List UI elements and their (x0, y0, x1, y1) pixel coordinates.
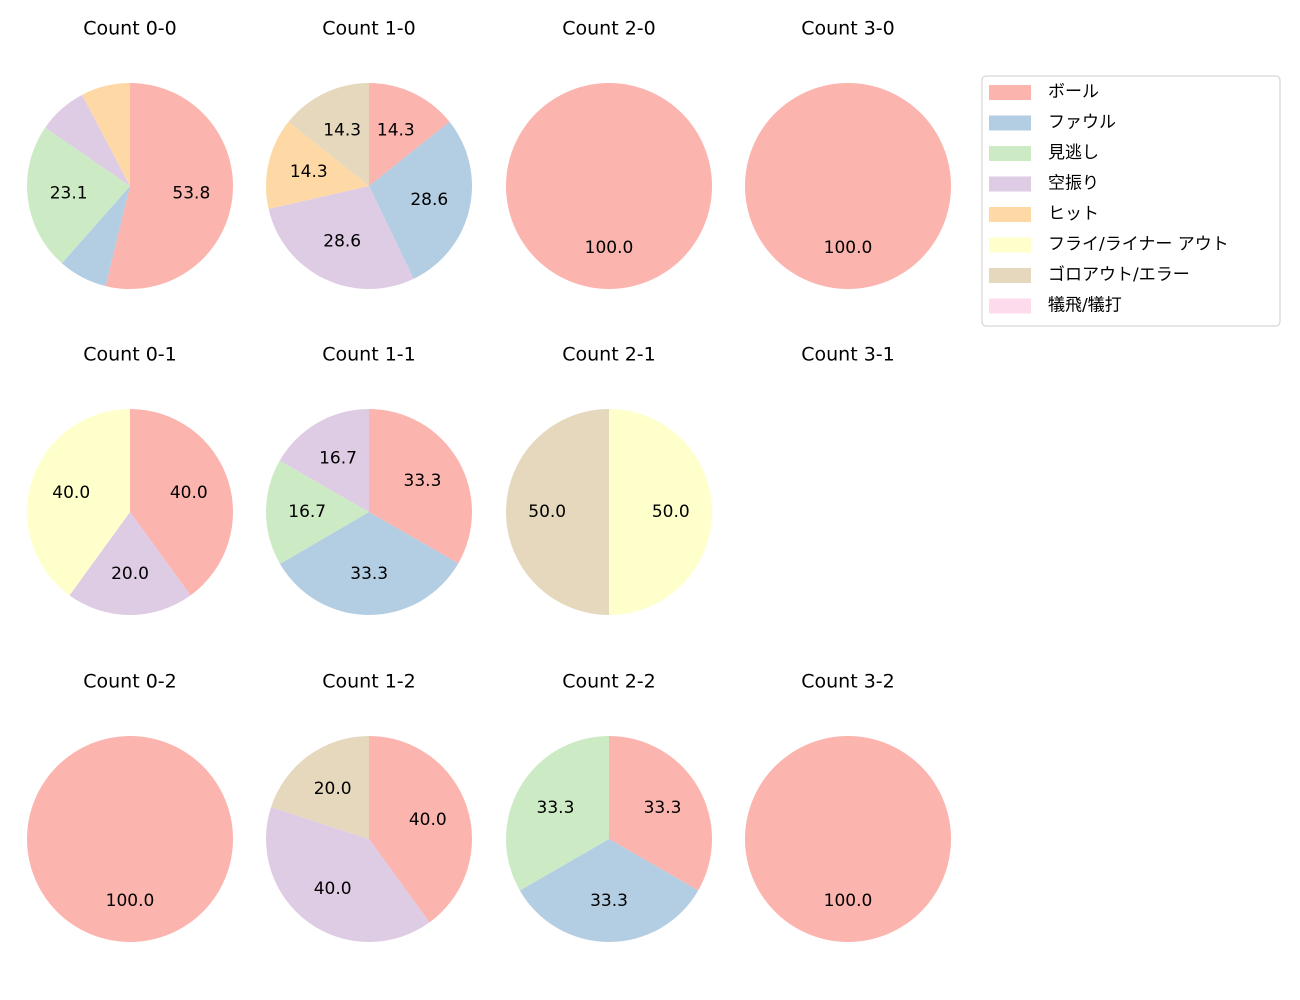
pie-slice (369, 121, 473, 279)
pie-slice (61, 186, 131, 287)
pie-slice (266, 121, 369, 209)
pie-slice (69, 512, 191, 615)
chart-title: Count 0-2 (83, 671, 177, 693)
pie-slice (519, 839, 699, 942)
data-label: 50.0 (528, 502, 566, 522)
pie-slice (268, 186, 414, 289)
pie-slice (609, 409, 712, 615)
pie-slice (45, 94, 130, 186)
data-label: 33.3 (404, 471, 442, 491)
legend-swatch (989, 298, 1031, 314)
legend-label: ゴロアウト/エラー (1048, 264, 1190, 285)
chart-title: Count 3-0 (801, 18, 895, 40)
data-label: 100.0 (824, 891, 873, 911)
data-label: 100.0 (824, 238, 873, 258)
legend-label: 空振り (1048, 174, 1099, 194)
data-label: 100.0 (585, 238, 634, 258)
data-label: 33.3 (590, 891, 628, 911)
chart-title: Count 1-2 (322, 671, 416, 693)
legend-label: ヒット (1048, 204, 1099, 224)
legend-label: 見逃し (1048, 143, 1099, 163)
data-label: 33.3 (644, 798, 682, 818)
pie-slice (369, 409, 472, 564)
legend-label: フライ/ライナー アウト (1048, 235, 1229, 255)
data-label: 28.6 (323, 232, 361, 252)
pie-slice (609, 736, 712, 891)
pie-slice (506, 83, 712, 289)
chart-title: Count 1-1 (322, 344, 416, 366)
data-label: 28.6 (410, 190, 448, 210)
pie-slice (27, 127, 130, 264)
chart-title: Count 1-0 (322, 18, 416, 40)
data-label: 23.1 (50, 184, 88, 204)
pie-slice (130, 409, 233, 596)
data-label: 40.0 (52, 483, 90, 503)
data-label: 16.7 (288, 502, 326, 522)
pie-slice (266, 460, 369, 564)
data-label: 14.3 (377, 120, 415, 140)
data-label: 14.3 (323, 120, 361, 140)
data-label: 16.7 (319, 449, 357, 469)
pie-slice (105, 83, 233, 289)
pie-slice (506, 736, 609, 891)
pie-slice (506, 409, 609, 615)
legend-box (981, 75, 1281, 327)
data-label: 40.0 (170, 483, 208, 503)
pie-slice (27, 409, 131, 596)
data-label: 20.0 (314, 779, 352, 799)
legend-swatch (989, 85, 1031, 100)
data-label: 33.3 (350, 564, 388, 584)
legend-label: ファウル (1048, 113, 1116, 133)
chart-title: Count 0-0 (83, 18, 177, 40)
pie-slice (82, 83, 130, 186)
legend-label: 犠飛/犠打 (1048, 296, 1122, 316)
chart-title: Count 0-1 (83, 344, 177, 366)
legend-label: ボール (1048, 82, 1099, 102)
legend-swatch (989, 268, 1031, 283)
chart-title: Count 2-1 (562, 344, 656, 366)
legend-swatch (989, 115, 1031, 131)
data-label: 20.0 (111, 564, 149, 584)
pie-slice (288, 83, 369, 186)
data-label: 14.3 (290, 162, 328, 182)
pie-slice (369, 83, 450, 186)
data-label: 33.3 (537, 798, 575, 818)
chart-title: Count 3-1 (801, 344, 895, 366)
data-label: 50.0 (652, 502, 690, 522)
legend-swatch (989, 176, 1031, 192)
data-label: 40.0 (314, 879, 352, 899)
pie-slice (280, 512, 459, 615)
pie-slice (745, 83, 951, 289)
legend-swatch (989, 207, 1031, 222)
pie-slice (369, 736, 472, 923)
chart-title: Count 2-0 (562, 18, 656, 40)
pie-slice (745, 736, 951, 942)
data-label: 100.0 (106, 891, 155, 911)
data-label: 53.8 (172, 183, 210, 203)
pie-slice (271, 736, 369, 839)
pie-slice (279, 409, 369, 512)
pie-slice (266, 807, 430, 942)
pie-slice (27, 736, 233, 942)
chart-title: Count 3-2 (801, 671, 895, 693)
data-label: 40.0 (409, 810, 447, 830)
legend-swatch (989, 146, 1031, 161)
legend-swatch (989, 237, 1031, 253)
chart-title: Count 2-2 (562, 671, 656, 693)
